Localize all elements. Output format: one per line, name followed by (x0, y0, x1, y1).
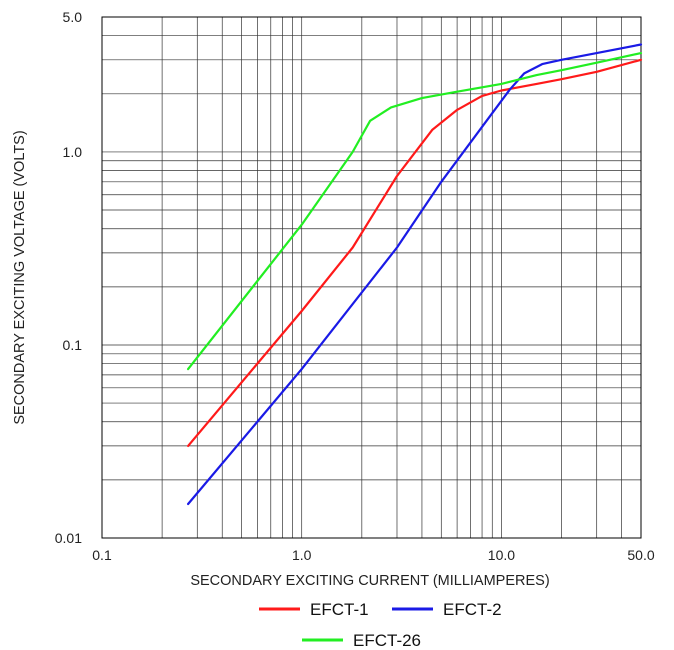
series-line-efct-2 (187, 43, 643, 506)
legend-label-efct-1: EFCT-1 (310, 600, 369, 619)
series-lines (187, 43, 643, 506)
y-axis-label: SECONDARY EXCITING VOLTAGE (VOLTS) (12, 130, 28, 424)
tick-labels: 0.01 0.1 1.0 5.0 0.1 1.0 10.0 50.0 (55, 9, 655, 563)
x-tick-label: 0.1 (92, 547, 112, 563)
y-tick-label: 0.1 (63, 337, 83, 353)
x-tick-label: 10.0 (488, 547, 515, 563)
x-axis-label: SECONDARY EXCITING CURRENT (MILLIAMPERES… (190, 573, 549, 589)
y-tick-label: 1.0 (63, 144, 83, 160)
legend-label-efct-26: EFCT-26 (353, 631, 421, 650)
y-tick-label: 0.01 (55, 530, 82, 546)
legend-label-efct-2: EFCT-2 (443, 600, 502, 619)
x-tick-label: 50.0 (627, 547, 654, 563)
series-line-efct-26 (187, 52, 643, 371)
y-tick-label: 5.0 (63, 9, 83, 25)
x-tick-label: 1.0 (292, 547, 312, 563)
plot-frame (101, 16, 642, 539)
grid-lines (102, 16, 642, 538)
series-line-efct-1 (187, 58, 643, 447)
legend: EFCT-1 EFCT-2 EFCT-26 (259, 600, 502, 650)
